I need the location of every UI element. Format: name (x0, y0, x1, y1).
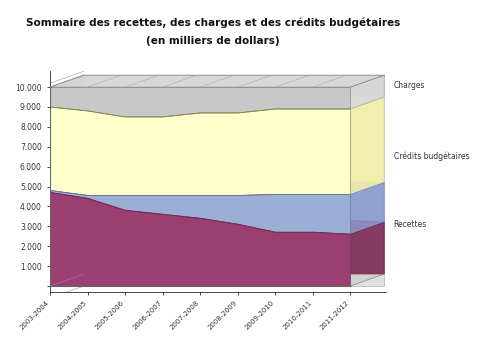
Polygon shape (163, 75, 234, 87)
Polygon shape (84, 180, 384, 274)
Polygon shape (313, 183, 384, 194)
Polygon shape (313, 97, 384, 109)
Polygon shape (313, 75, 384, 87)
Polygon shape (88, 187, 159, 210)
Polygon shape (275, 75, 346, 87)
Polygon shape (50, 75, 84, 286)
Polygon shape (50, 180, 122, 198)
Polygon shape (125, 184, 197, 195)
Polygon shape (88, 99, 159, 117)
Polygon shape (275, 97, 346, 109)
Polygon shape (125, 198, 197, 214)
Polygon shape (50, 193, 350, 286)
Text: Sommaire des recettes, des charges et des crédits budgétaires: Sommaire des recettes, des charges et de… (26, 18, 400, 28)
Text: Crédits budgétaires: Crédits budgétaires (394, 152, 469, 161)
Polygon shape (200, 184, 272, 195)
Polygon shape (50, 75, 122, 87)
Polygon shape (50, 75, 84, 286)
Polygon shape (200, 206, 272, 224)
Polygon shape (50, 87, 350, 117)
Polygon shape (84, 75, 384, 105)
Polygon shape (238, 97, 309, 113)
Polygon shape (50, 190, 350, 234)
Polygon shape (84, 179, 384, 222)
Polygon shape (163, 203, 234, 218)
Polygon shape (238, 183, 309, 195)
Polygon shape (125, 75, 197, 87)
Polygon shape (163, 101, 234, 117)
Polygon shape (50, 179, 122, 195)
Polygon shape (50, 95, 122, 111)
Polygon shape (84, 95, 384, 184)
Polygon shape (350, 97, 384, 194)
Polygon shape (200, 101, 272, 113)
Polygon shape (238, 75, 309, 87)
Polygon shape (50, 107, 350, 195)
Polygon shape (275, 183, 346, 194)
Polygon shape (350, 183, 384, 234)
Polygon shape (88, 184, 159, 195)
Text: (en milliers de dollars): (en milliers de dollars) (146, 36, 280, 46)
Polygon shape (313, 220, 384, 234)
Text: Charges: Charges (394, 81, 425, 90)
Polygon shape (238, 213, 309, 232)
Polygon shape (275, 220, 346, 232)
Polygon shape (163, 184, 234, 195)
Text: Recettes: Recettes (394, 220, 427, 229)
Polygon shape (125, 105, 197, 117)
Polygon shape (350, 274, 384, 286)
Polygon shape (350, 222, 384, 286)
Polygon shape (350, 75, 384, 109)
Polygon shape (88, 75, 159, 87)
Polygon shape (200, 75, 272, 87)
